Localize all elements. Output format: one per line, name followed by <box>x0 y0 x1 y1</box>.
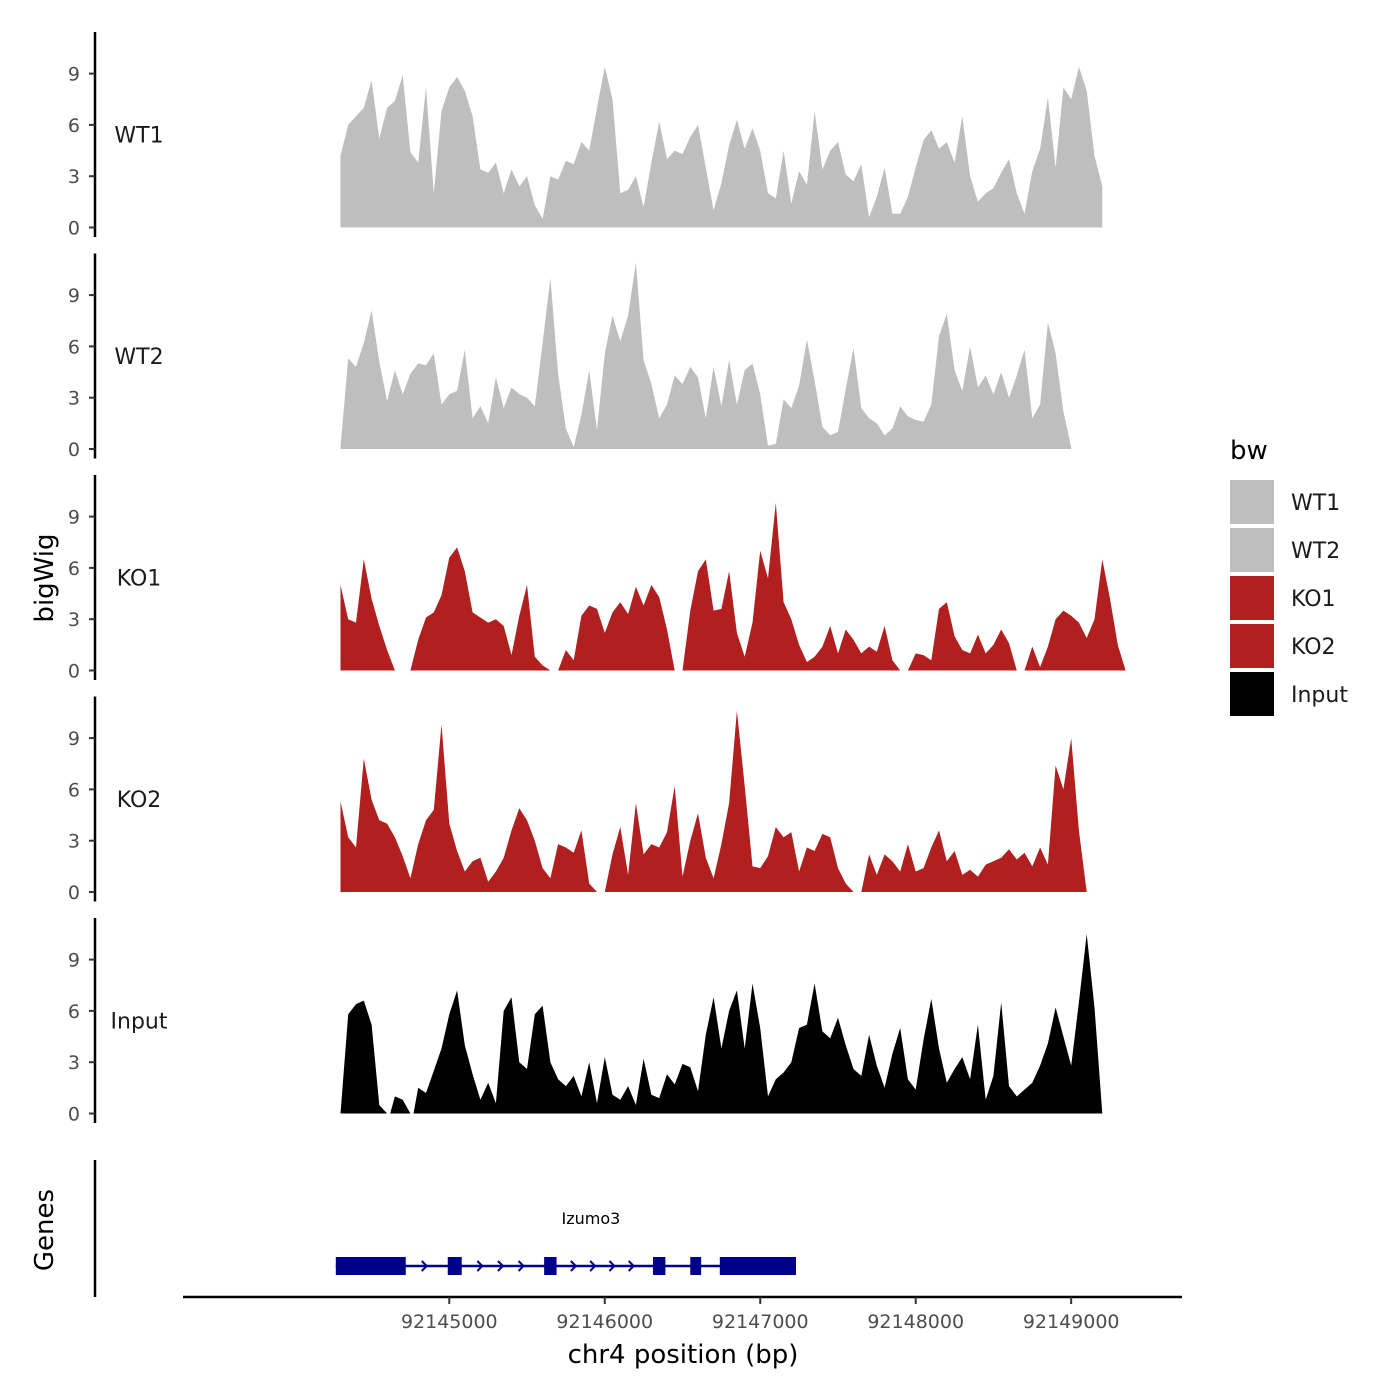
y-tick-label: 9 <box>68 950 80 972</box>
y-tick-label: 0 <box>68 218 80 240</box>
x-tick-label: 92145000 <box>401 1311 498 1333</box>
y-tick-label: 3 <box>68 609 80 631</box>
gene-exon <box>652 1257 666 1275</box>
strand-arrow <box>570 1260 578 1272</box>
gene-exon <box>544 1257 557 1275</box>
x-tick-label: 92146000 <box>556 1311 653 1333</box>
track-label: WT1 <box>114 124 163 149</box>
track-label: Input <box>111 1010 168 1035</box>
legend-label-input: Input <box>1291 683 1348 708</box>
coverage-area-ko1-2 <box>558 585 675 671</box>
gene-izumo3: Izumo3 <box>335 1209 796 1275</box>
y-tick-label: 3 <box>68 831 80 853</box>
x-tick-label: 92149000 <box>1023 1311 1120 1333</box>
coverage-area-ko1-3 <box>682 502 901 671</box>
strand-arrow <box>497 1260 505 1272</box>
x-axis-title: chr4 position (bp) <box>568 1340 799 1370</box>
y-tick-label: 9 <box>68 285 80 307</box>
track-wt1: 0 3 6 9 WT1 <box>68 32 1103 240</box>
legend-label-ko1: KO1 <box>1291 587 1336 612</box>
genes-panel: Izumo3 <box>93 1160 796 1297</box>
coverage-area-wt2-0 <box>340 262 1072 449</box>
coverage-area-wt1-0 <box>340 66 1103 228</box>
coverage-area-ko1-4 <box>907 602 1017 671</box>
gene-name-label: Izumo3 <box>561 1209 620 1228</box>
track-ko1: 0 3 6 9 KO1 <box>68 475 1126 683</box>
legend: bw WT1 WT2 KO1 KO2 Input <box>1230 436 1348 716</box>
x-tick-label: 92148000 <box>867 1311 964 1333</box>
legend-swatch-ko2 <box>1230 624 1274 668</box>
y-tick-label: 9 <box>68 507 80 529</box>
gene-exon <box>719 1257 796 1275</box>
strand-arrow <box>589 1260 597 1272</box>
track-label: WT2 <box>114 345 163 370</box>
legend-swatch-wt2 <box>1230 528 1274 572</box>
y-tick-label: 6 <box>68 336 80 358</box>
legend-swatch-input <box>1230 672 1274 716</box>
gene-exon <box>335 1257 406 1275</box>
y-axis-title: bigWig <box>30 533 60 622</box>
legend-title: bw <box>1230 436 1268 466</box>
coverage-area-input-2 <box>413 934 1103 1114</box>
y-tick-label: 9 <box>68 728 80 750</box>
coverage-area-ko2-0 <box>340 724 597 892</box>
coverage-area-ko2-2 <box>861 738 1087 892</box>
track-label: KO2 <box>117 788 162 813</box>
legend-swatch-ko1 <box>1230 576 1274 620</box>
y-tick-label: 3 <box>68 166 80 188</box>
strand-arrow <box>627 1260 636 1272</box>
gene-exon <box>447 1257 462 1275</box>
y-tick-label: 9 <box>68 64 80 86</box>
coverage-area-ko1-1 <box>410 547 551 671</box>
y-tick-label: 3 <box>68 388 80 410</box>
legend-swatch-wt1 <box>1230 480 1274 524</box>
y-tick-label: 6 <box>68 115 80 137</box>
y-tick-label: 6 <box>68 779 80 801</box>
strand-arrow <box>517 1260 525 1272</box>
y-tick-label: 0 <box>68 661 80 683</box>
tracks-layer: 0 3 6 9 WT1 0 3 6 9 WT2 0 3 6 9 KO1 0 3 6 9 KO2 0 3 6 9 Input <box>68 32 1126 1126</box>
y-tick-label: 6 <box>68 1001 80 1023</box>
x-tick-label: 92147000 <box>712 1311 809 1333</box>
coverage-area-input-0 <box>340 1000 388 1114</box>
y-tick-label: 3 <box>68 1052 80 1074</box>
legend-label-ko2: KO2 <box>1291 635 1336 660</box>
legend-label-wt1: WT1 <box>1291 491 1340 516</box>
y-tick-label: 0 <box>68 882 80 904</box>
track-input: 0 3 6 9 Input <box>68 918 1103 1126</box>
gene-exon <box>690 1257 702 1275</box>
track-label: KO1 <box>117 567 162 592</box>
y-tick-label: 0 <box>68 1104 80 1126</box>
coverage-area-input-1 <box>390 1096 411 1114</box>
strand-arrow <box>608 1260 616 1272</box>
y-tick-label: 6 <box>68 558 80 580</box>
strand-arrow <box>421 1260 429 1272</box>
coverage-area-ko1-5 <box>1024 559 1126 671</box>
x-axis: 92145000 92146000 92147000 92148000 92149000 <box>183 1295 1182 1333</box>
coverage-area-ko1-0 <box>340 559 395 671</box>
track-wt2: 0 3 6 9 WT2 <box>68 253 1072 461</box>
legend-label-wt2: WT2 <box>1291 539 1340 564</box>
genes-axis-title: Genes <box>30 1189 60 1271</box>
coverage-area-ko2-1 <box>604 710 854 892</box>
y-tick-label: 0 <box>68 439 80 461</box>
strand-arrow <box>476 1260 484 1272</box>
track-ko2: 0 3 6 9 KO2 <box>68 696 1087 904</box>
